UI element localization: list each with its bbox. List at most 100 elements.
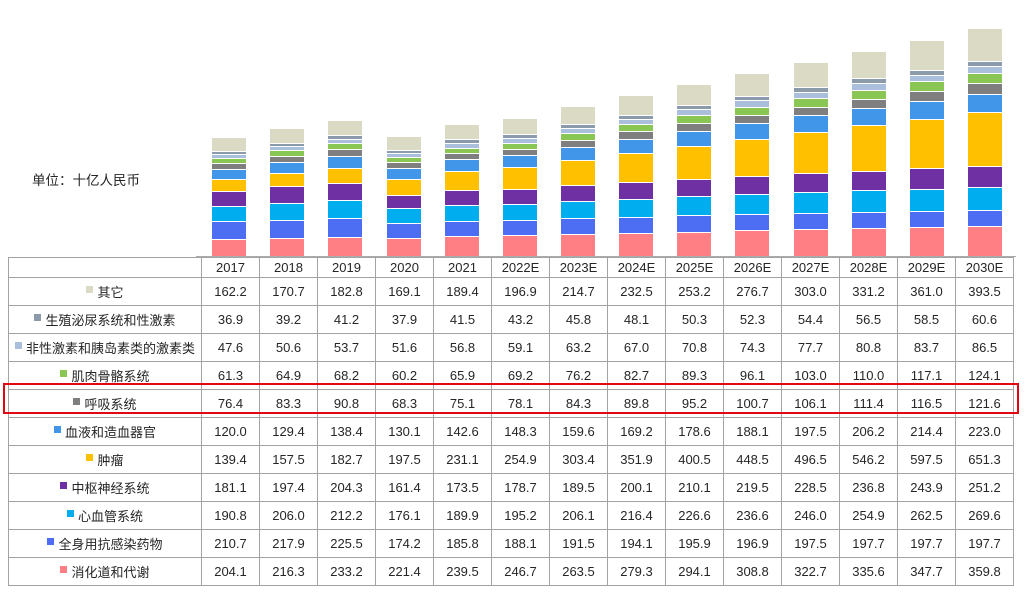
bar-segment [327, 236, 364, 256]
table-row: 呼吸系统 76.4 83.3 90.8 68.3 75.1 78.1 84.3 89.8 95.2… [8, 389, 1014, 418]
value-cell: 178.7 [491, 473, 550, 502]
series-marker [86, 454, 94, 461]
value-cell: 116.5 [897, 389, 956, 418]
value-cell: 121.6 [955, 389, 1014, 418]
value-cell: 162.2 [201, 277, 260, 306]
value-cell: 359.8 [955, 557, 1014, 586]
value-cell: 124.1 [955, 361, 1014, 390]
bar-segment [385, 167, 422, 179]
value-cell: 129.4 [259, 417, 318, 446]
value-cell: 170.7 [259, 277, 318, 306]
bar-segment [618, 95, 655, 115]
value-cell: 217.9 [259, 529, 318, 558]
bar-segment [269, 219, 306, 238]
bar-segment [443, 139, 480, 143]
value-cell: 251.2 [955, 473, 1014, 502]
value-cell: 216.4 [607, 501, 666, 530]
bar-segment [850, 50, 887, 79]
bar-segment [850, 211, 887, 229]
value-cell: 80.8 [839, 333, 898, 362]
bar-segment [966, 83, 1003, 94]
value-cell: 139.4 [201, 445, 260, 474]
bar-segment [676, 105, 713, 110]
value-cell: 195.9 [665, 529, 724, 558]
bar-segment [792, 192, 829, 213]
bar-segment [618, 152, 655, 182]
bar-segment [269, 142, 306, 146]
bar-segment [908, 188, 945, 211]
bar-segment [734, 100, 771, 107]
bar-2020 [385, 135, 422, 256]
value-cell: 191.5 [549, 529, 608, 558]
series-marker [53, 426, 61, 433]
value-cell: 96.1 [723, 361, 782, 390]
bar-segment [676, 178, 713, 197]
bar-segment [966, 28, 1003, 61]
value-cell: 110.0 [839, 361, 898, 390]
bar-segment [269, 128, 306, 143]
bar-segment [676, 84, 713, 106]
value-cell: 60.2 [375, 361, 434, 390]
year-header: 2020 [375, 257, 434, 278]
value-cell: 138.4 [317, 417, 376, 446]
value-cell: 361.0 [897, 277, 956, 306]
value-cell: 182.7 [317, 445, 376, 474]
series-label: 中枢神经系统 [71, 481, 150, 496]
bar-segment [734, 213, 771, 231]
value-cell: 111.4 [839, 389, 898, 418]
table-row: 生殖泌尿系统和性激素 36.9 39.2 41.2 37.9 41.5 43.2 45.8 48… [8, 305, 1014, 334]
value-cell: 77.7 [781, 333, 840, 362]
value-cell: 223.0 [955, 417, 1014, 446]
bar-segment [966, 93, 1003, 113]
bar-segment [501, 118, 538, 135]
bar-segment [385, 135, 422, 150]
value-cell: 56.8 [433, 333, 492, 362]
value-cell: 41.2 [317, 305, 376, 334]
value-cell: 173.5 [433, 473, 492, 502]
bar-segment [327, 138, 364, 144]
bar-2029E [908, 39, 945, 256]
bar-segment [327, 167, 364, 184]
value-cell: 95.2 [665, 389, 724, 418]
year-header: 2017 [201, 257, 260, 278]
value-cell: 210.1 [665, 473, 724, 502]
value-cell: 43.2 [491, 305, 550, 334]
bar-segment [966, 166, 1003, 188]
value-cell: 83.7 [897, 333, 956, 362]
bar-segment [443, 220, 480, 237]
value-cell: 174.2 [375, 529, 434, 558]
value-cell: 182.8 [317, 277, 376, 306]
bar-segment [676, 215, 713, 232]
bar-2018 [269, 128, 306, 256]
value-cell: 189.5 [549, 473, 608, 502]
bar-segment [211, 137, 248, 151]
value-cell: 84.3 [549, 389, 608, 418]
value-cell: 89.3 [665, 361, 724, 390]
bar-segment [734, 114, 771, 123]
series-label-cell: 中枢神经系统 [8, 473, 202, 502]
bar-segment [966, 187, 1003, 210]
value-cell: 78.1 [491, 389, 550, 418]
table-row: 肌肉骨骼系统 61.3 64.9 68.2 60.2 65.9 69.2 76.2 82.7 89… [8, 361, 1014, 390]
value-cell: 331.2 [839, 277, 898, 306]
bar-segment [385, 208, 422, 224]
bar-segment [443, 204, 480, 221]
value-cell: 41.5 [433, 305, 492, 334]
value-cell: 36.9 [201, 305, 260, 334]
bar-segment [676, 130, 713, 146]
value-cell: 58.5 [897, 305, 956, 334]
value-cell: 597.5 [897, 445, 956, 474]
value-cell: 221.4 [375, 557, 434, 586]
bar-segment [850, 190, 887, 212]
bar-segment [908, 81, 945, 92]
bar-segment [850, 98, 887, 109]
value-cell: 197.7 [839, 529, 898, 558]
value-cell: 61.3 [201, 361, 260, 390]
series-label: 肿瘤 [97, 453, 124, 468]
year-header: 2028E [839, 257, 898, 278]
unit-label: 单位：十亿人民币 [32, 173, 140, 188]
bar-segment [559, 128, 596, 134]
value-cell: 142.6 [433, 417, 492, 446]
value-cell: 60.6 [955, 305, 1014, 334]
series-label-cell: 消化道和代谢 [8, 557, 202, 586]
